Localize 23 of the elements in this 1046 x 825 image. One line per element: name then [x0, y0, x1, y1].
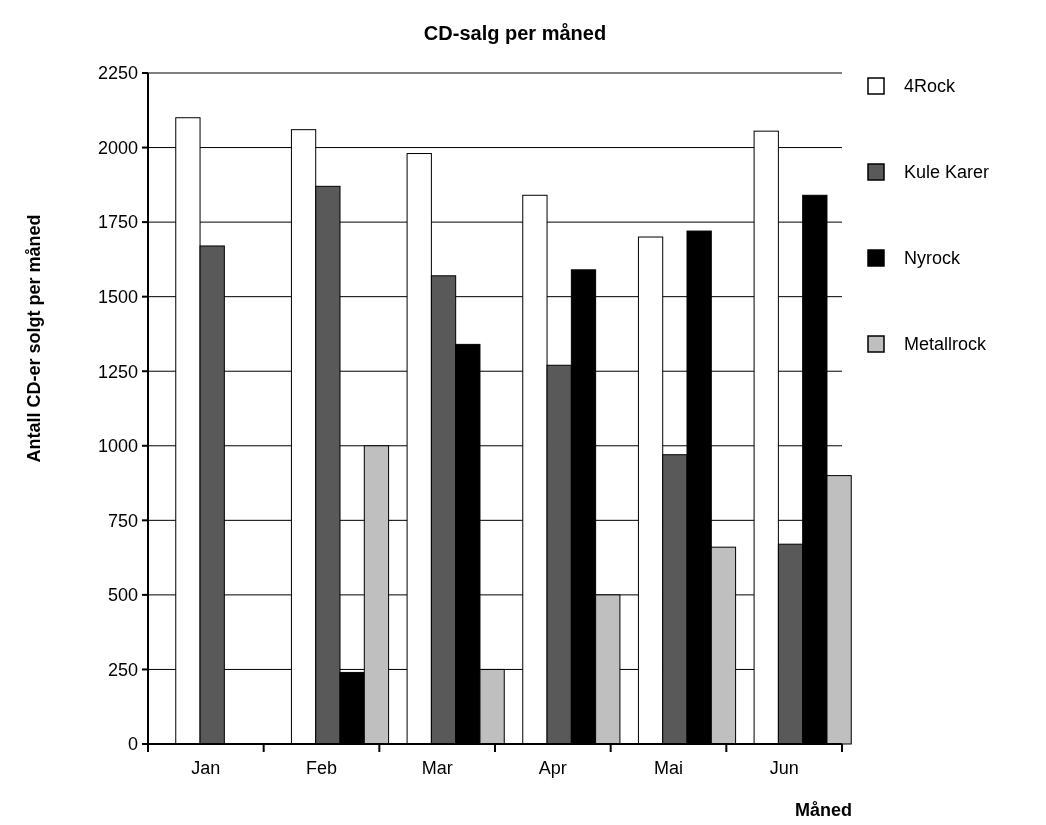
x-tick-label: Mar — [421, 758, 453, 778]
x-tick-label: Jun — [769, 758, 799, 778]
x-tick-label: Apr — [538, 758, 567, 778]
y-axis-title: Antall CD-er solgt per måned — [24, 214, 44, 463]
y-tick-label: 2250 — [97, 63, 138, 84]
x-axis-title: Måned — [794, 800, 852, 820]
y-tick-label: 250 — [107, 659, 138, 680]
chart-title: CD-salg per måned — [423, 22, 607, 44]
y-tick-label: 0 — [127, 734, 138, 755]
legend-label: 4Rock — [904, 76, 957, 97]
y-tick-label: 1750 — [97, 212, 138, 233]
y-tick-label: 500 — [107, 585, 138, 606]
y-tick-label: 2000 — [97, 137, 138, 158]
y-tick-label: 1500 — [97, 286, 138, 307]
x-tick-label: Jan — [191, 758, 221, 778]
legend-label: Nyrock — [904, 248, 961, 269]
legend-label: Metallrock — [904, 334, 988, 355]
x-tick-label: Feb — [305, 758, 338, 778]
x-tick-label: Mai — [653, 758, 684, 778]
y-tick-label: 750 — [107, 510, 138, 531]
legend-label: Kule Karer — [904, 162, 990, 183]
y-tick-label: 1000 — [97, 436, 138, 457]
y-tick-label: 1250 — [97, 361, 138, 382]
